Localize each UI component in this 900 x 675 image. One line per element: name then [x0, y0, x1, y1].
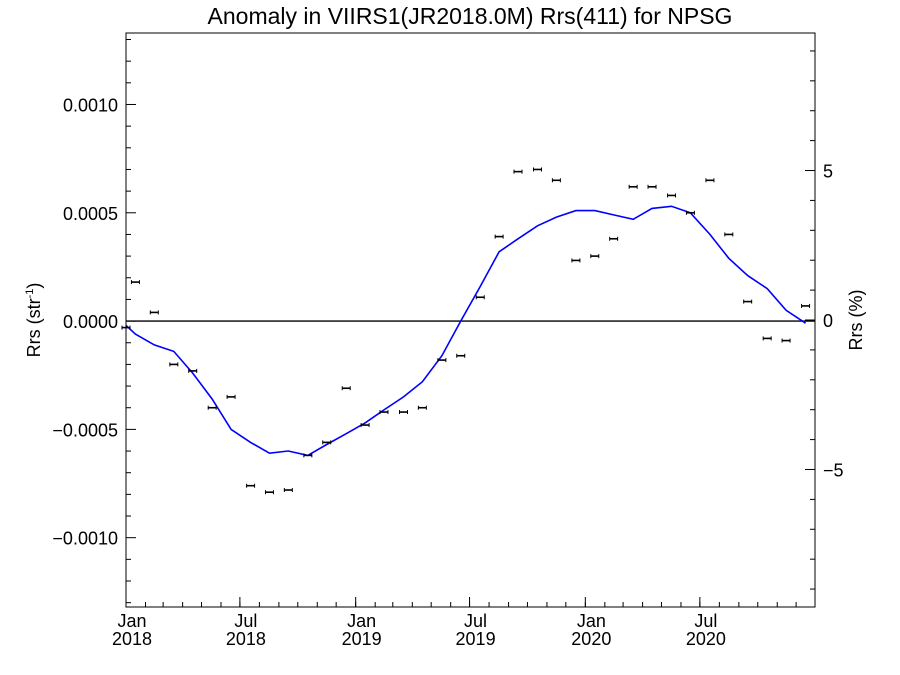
data-point	[417, 405, 427, 410]
data-point	[475, 295, 485, 300]
x-tick-label-year: 2018	[112, 629, 152, 649]
data-point	[667, 193, 677, 198]
data-point	[571, 258, 581, 263]
data-point	[801, 303, 811, 308]
data-point	[705, 178, 715, 183]
y-right-tick-label: 0	[823, 311, 833, 331]
x-tick-label-year: 2019	[342, 629, 382, 649]
data-point	[743, 299, 753, 304]
data-point	[226, 394, 236, 399]
data-point	[130, 280, 140, 285]
y-left-tick-label: 0.0000	[63, 312, 118, 332]
data-point	[169, 362, 179, 367]
data-point	[781, 338, 791, 343]
x-tick-label-year: 2020	[571, 629, 611, 649]
y-left-tick-label: 0.0010	[63, 95, 118, 115]
chart-title: Anomaly in VIIRS1(JR2018.0M) Rrs(411) fo…	[208, 3, 733, 29]
x-tick-label-year: 2018	[226, 629, 266, 649]
x-tick-label-month: Jan	[347, 611, 376, 631]
data-point	[551, 178, 561, 183]
y-right-tick-label: 5	[823, 162, 833, 182]
y-left-tick-label: −0.0005	[52, 420, 118, 440]
data-point	[590, 254, 600, 259]
smoothed-line-group	[125, 205, 807, 457]
data-point	[456, 353, 466, 358]
data-point	[322, 440, 332, 445]
axes-group: 0.00100.00050.0000−0.0005−0.001050−5Jan2…	[52, 38, 844, 649]
smoothed-anomaly-line	[125, 205, 807, 457]
data-point	[513, 169, 523, 174]
y-axis-right-label: Rrs (%)	[846, 290, 866, 351]
data-point	[628, 184, 638, 189]
data-point	[283, 488, 293, 493]
x-tick-label-month: Jan	[117, 611, 146, 631]
data-point	[762, 336, 772, 341]
y-left-tick-label: −0.0010	[52, 529, 118, 549]
data-point	[188, 368, 198, 373]
data-point	[264, 490, 274, 495]
data-point	[647, 184, 657, 189]
data-point	[341, 386, 351, 391]
data-point	[724, 232, 734, 237]
x-tick-label-year: 2019	[456, 629, 496, 649]
data-point	[437, 358, 447, 363]
data-point	[246, 483, 256, 488]
x-tick-label-month: Jul	[234, 611, 257, 631]
y-right-tick-label: −5	[823, 460, 844, 480]
data-point	[685, 210, 695, 215]
x-tick-label-month: Jul	[464, 611, 487, 631]
y-axis-left-label: Rrs (str-1)	[24, 283, 44, 358]
data-point	[360, 423, 370, 428]
data-point	[379, 410, 389, 415]
data-point	[149, 310, 159, 315]
data-point	[609, 236, 619, 241]
y-left-tick-label: 0.0005	[63, 204, 118, 224]
data-point	[207, 405, 217, 410]
data-point	[398, 410, 408, 415]
data-point	[303, 453, 313, 458]
data-points-group	[121, 167, 811, 495]
plot-frame	[125, 32, 816, 608]
x-tick-label-month: Jan	[577, 611, 606, 631]
data-point	[533, 167, 543, 172]
x-tick-label-year: 2020	[686, 629, 726, 649]
data-point	[494, 234, 504, 239]
x-tick-label-month: Jul	[694, 611, 717, 631]
